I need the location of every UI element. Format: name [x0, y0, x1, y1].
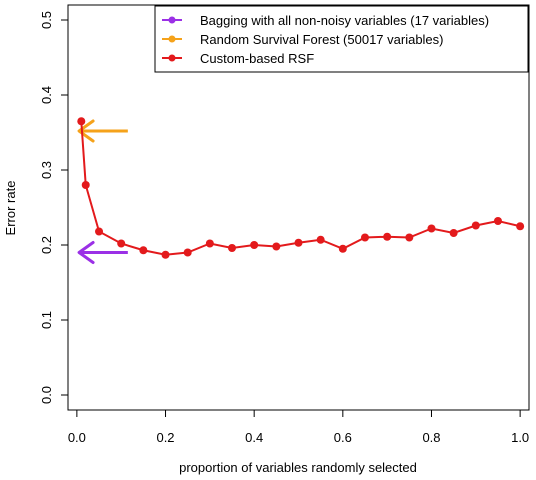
data-point	[272, 242, 281, 251]
legend-item: Custom-based RSF	[162, 51, 314, 66]
y-tick-label: 0.2	[39, 236, 54, 254]
reference-arrow	[77, 241, 128, 264]
series-layer	[77, 117, 525, 259]
x-tick-label: 0.8	[422, 430, 440, 445]
data-point	[360, 233, 369, 242]
y-axis-title: Error rate	[3, 181, 18, 236]
arrow-head	[77, 241, 95, 264]
data-point	[449, 229, 458, 237]
data-point	[81, 181, 90, 189]
x-tick-label: 0.4	[245, 430, 263, 445]
legend-label: Random Survival Forest (50017 variables)	[200, 32, 444, 47]
x-tick-label: 0.6	[334, 430, 352, 445]
y-tick-label: 0.0	[39, 386, 54, 404]
legend-item: Bagging with all non-noisy variables (17…	[162, 13, 489, 28]
data-point	[493, 217, 502, 225]
data-point	[405, 233, 414, 242]
y-tick-label: 0.4	[39, 86, 54, 104]
legend-swatch-marker	[168, 54, 176, 62]
x-axis-title: proportion of variables randomly selecte…	[179, 460, 417, 475]
data-point	[338, 244, 347, 253]
legend-item: Random Survival Forest (50017 variables)	[162, 32, 444, 47]
legend-label: Bagging with all non-noisy variables (17…	[200, 13, 489, 28]
arrow-head	[77, 119, 95, 143]
data-point	[228, 244, 237, 252]
x-tick-label: 1.0	[511, 430, 529, 445]
legend: Bagging with all non-noisy variables (17…	[154, 5, 529, 73]
data-point	[516, 222, 525, 231]
legend-swatch-marker	[168, 16, 176, 24]
x-axis: 0.0 0.2 0.4 0.6 0.8 1.0	[68, 409, 529, 445]
data-point	[383, 232, 392, 241]
series-line	[80, 121, 521, 256]
data-point	[250, 241, 259, 249]
x-tick-label: 0.0	[68, 430, 86, 445]
reference-arrow	[77, 119, 128, 143]
data-point	[471, 221, 480, 230]
y-tick-label: 0.5	[39, 11, 54, 29]
data-point	[294, 238, 303, 247]
data-point	[427, 224, 436, 233]
x-tick-label: 0.2	[156, 430, 174, 445]
data-point	[95, 227, 104, 236]
data-point	[183, 248, 192, 257]
y-tick-label: 0.3	[39, 161, 54, 179]
reference-arrows	[77, 119, 128, 264]
data-point	[161, 250, 170, 259]
legend-swatch-marker	[168, 35, 176, 43]
data-point	[117, 239, 126, 248]
y-tick-label: 0.1	[39, 311, 54, 329]
legend-box	[154, 5, 529, 73]
data-point	[205, 239, 214, 248]
data-point	[139, 246, 148, 255]
legend-label: Custom-based RSF	[200, 51, 314, 66]
y-axis: 0.0 0.1 0.2 0.3 0.4 0.5	[39, 11, 69, 404]
data-point	[77, 117, 86, 126]
data-point	[316, 235, 325, 244]
